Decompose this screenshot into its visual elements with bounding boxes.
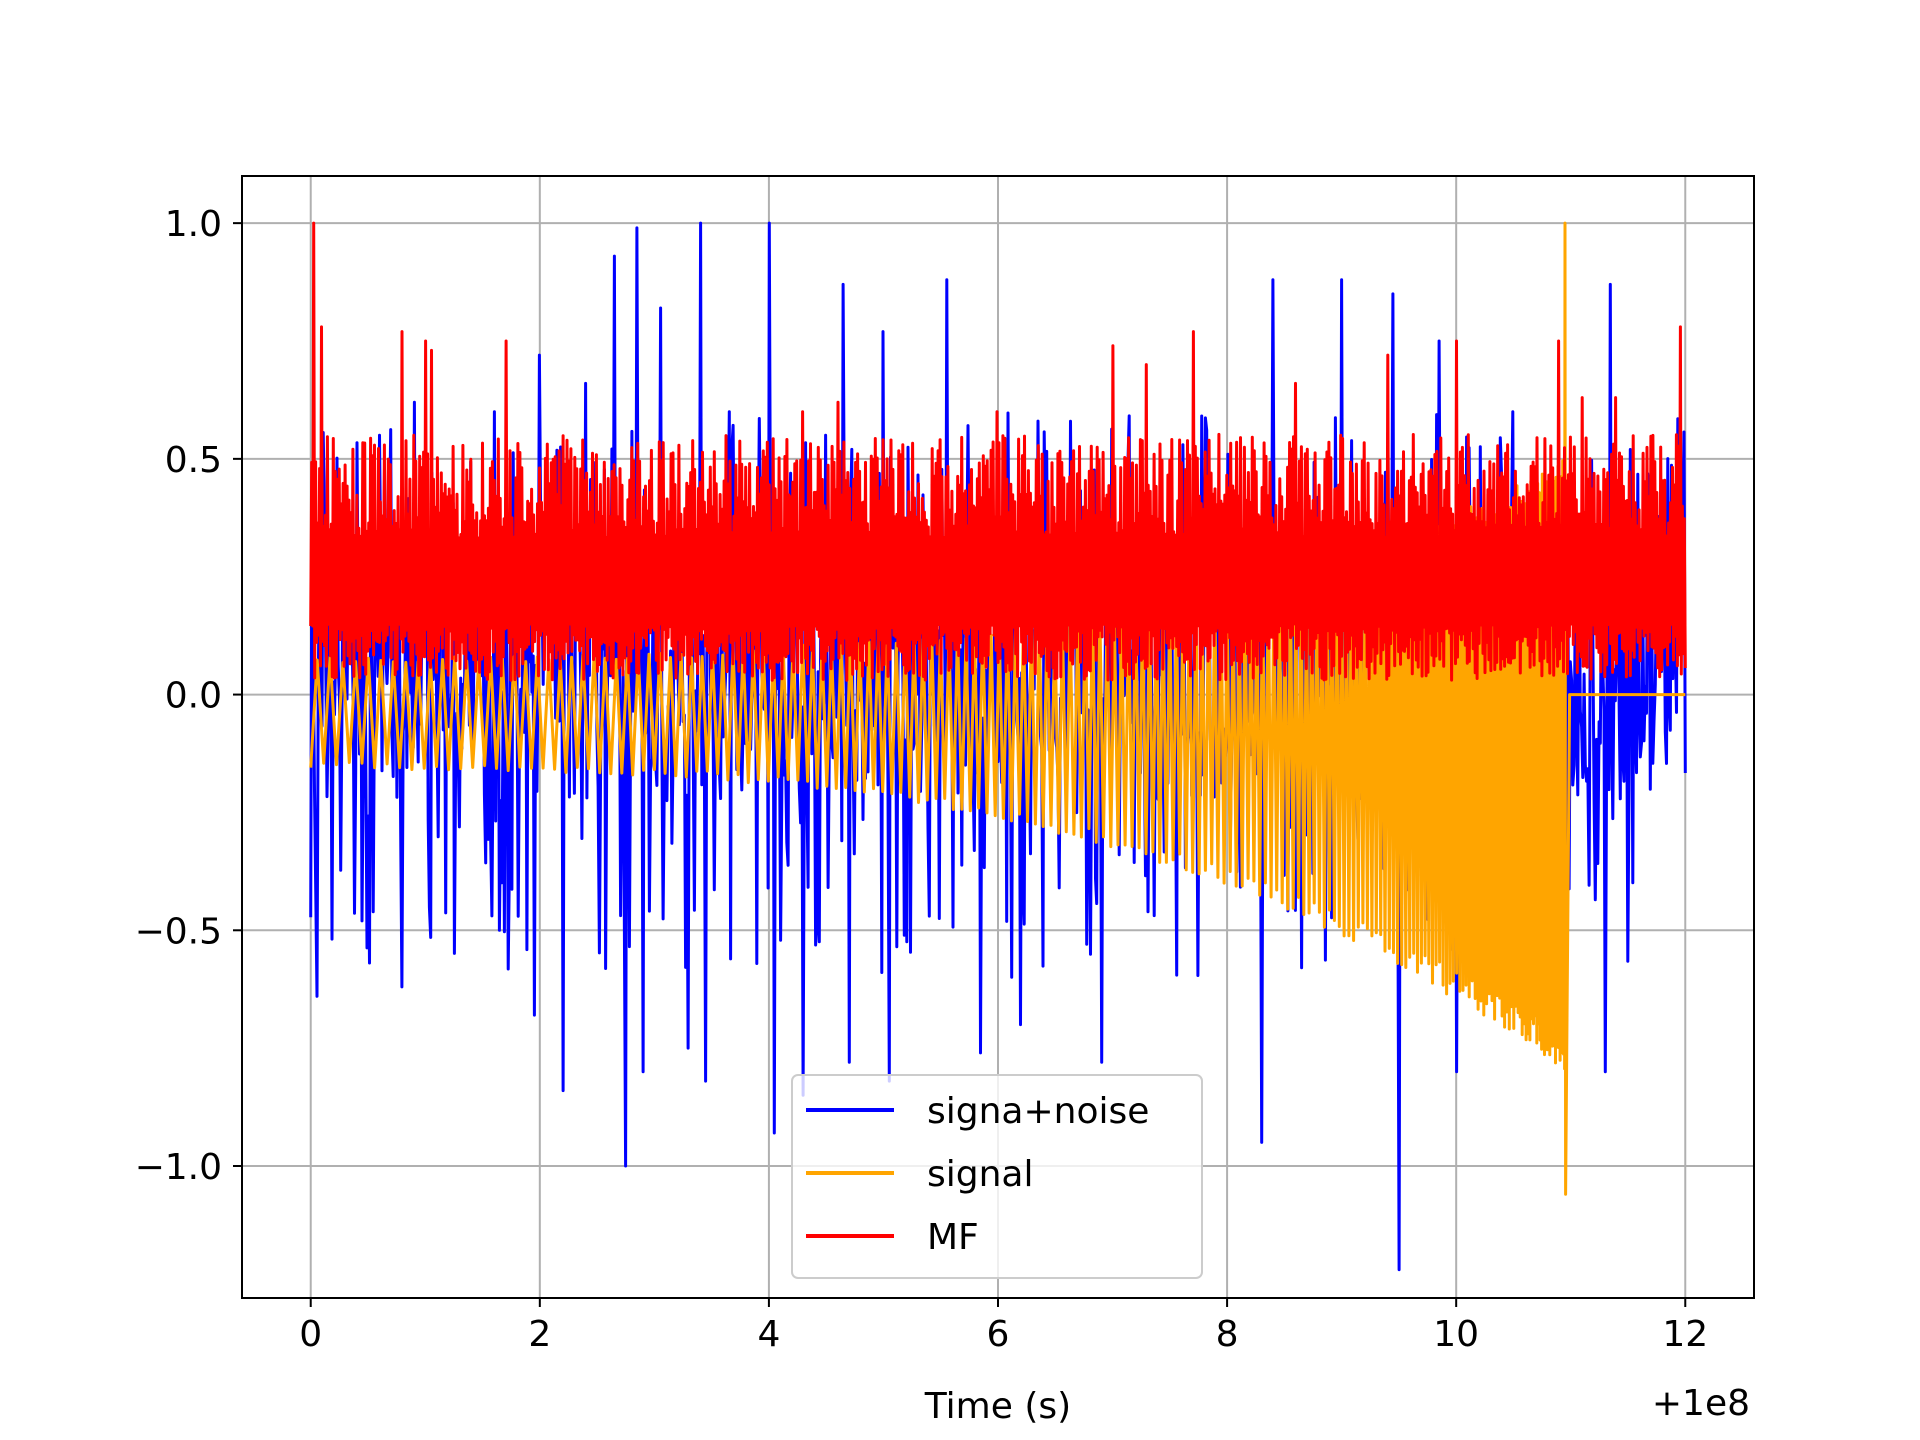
series-layer xyxy=(309,221,1687,1272)
series-line-mf xyxy=(309,221,1687,682)
legend-label: signal xyxy=(927,1154,1034,1195)
series-line-signal xyxy=(309,221,1686,1196)
y-tick-label: −0.5 xyxy=(135,911,222,952)
y-tick-label: 0.5 xyxy=(165,440,222,481)
x-tick-label: 4 xyxy=(757,1314,780,1355)
y-tick-label: 0.0 xyxy=(165,676,222,717)
legend-box xyxy=(791,1074,1203,1279)
x-tick-label: 10 xyxy=(1433,1314,1479,1355)
axis-ticks: 0 2 4 6 8 10 12 −1.0 −0.5 0.0 0.5 1.0 xyxy=(135,204,1709,1355)
x-tick-label: 2 xyxy=(528,1314,551,1355)
x-offset-label: +1e8 xyxy=(1652,1383,1750,1424)
x-tick-label: 12 xyxy=(1662,1314,1708,1355)
legend-label: MF xyxy=(927,1217,979,1258)
legend: signa+noise signal MF xyxy=(791,1074,1203,1279)
y-tick-label: −1.0 xyxy=(135,1147,222,1188)
legend-label: signa+noise xyxy=(927,1091,1149,1132)
x-tick-label: 6 xyxy=(987,1314,1010,1355)
x-axis-label: Time (s) xyxy=(924,1386,1071,1427)
y-tick-label: 1.0 xyxy=(165,204,222,245)
x-tick-label: 0 xyxy=(299,1314,322,1355)
x-tick-label: 8 xyxy=(1216,1314,1239,1355)
